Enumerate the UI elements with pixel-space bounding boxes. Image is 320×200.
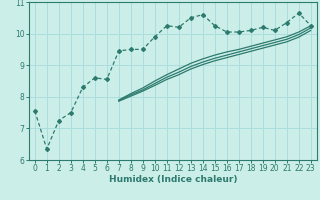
X-axis label: Humidex (Indice chaleur): Humidex (Indice chaleur) [108,175,237,184]
